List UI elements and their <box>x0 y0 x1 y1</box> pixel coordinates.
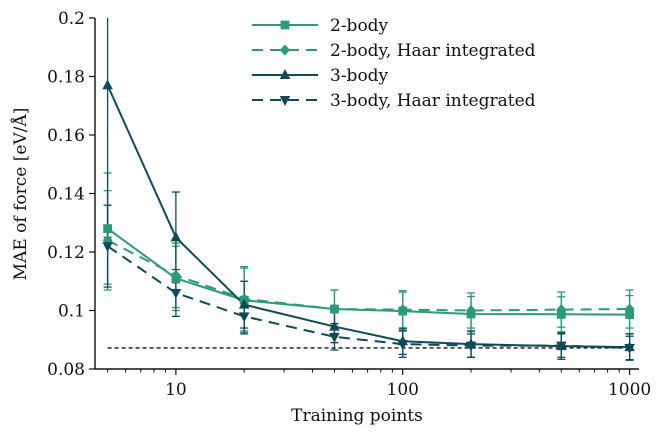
y-tick-label: 0.08 <box>47 360 85 380</box>
ticks-layer: 0.08 0.1 0.12 0.14 0.16 0.18 0.2 10 100 1000 <box>47 9 651 400</box>
2-body-haar-integrated-point <box>556 304 567 316</box>
series-lines-layer <box>106 84 630 349</box>
3-body-haar-integrated-point <box>102 242 113 252</box>
3-body-haar-integrated-point <box>170 288 182 299</box>
legend-3-body-haar-integrated-label: 3-body, Haar integrated <box>330 91 536 111</box>
legend-2-body-haar-integrated-label: 2-body, Haar integrated <box>330 41 536 61</box>
legend-3-body-marker <box>279 69 291 79</box>
3-body-point <box>238 298 250 309</box>
legend-3-body-label: 3-body <box>330 66 389 86</box>
legend-3-body-haar-integrated-marker <box>279 96 291 106</box>
3-body-point <box>329 320 340 331</box>
3-body-point <box>102 79 113 90</box>
3-body-haar-integrated-point <box>465 341 477 352</box>
markers-layer <box>102 79 635 354</box>
2-body-haar-integrated-point <box>329 303 340 315</box>
y-tick-label: 0.2 <box>58 9 85 29</box>
error-bars-layer <box>103 18 634 361</box>
2-body-line <box>107 227 630 316</box>
2-body-haar-integrated-point <box>397 304 408 316</box>
2-body-haar-integrated-line <box>107 239 630 312</box>
y-axis-label: MAE of force [eV/Å] <box>10 108 31 281</box>
2-body-haar-integrated-point <box>466 304 476 317</box>
3-body-line <box>106 84 630 349</box>
3-body-haar-integrated-point <box>397 340 409 350</box>
y-tick-label: 0.16 <box>47 126 85 146</box>
3-body-haar-integrated-point <box>329 332 340 343</box>
y-tick-label: 0.1 <box>58 302 85 322</box>
3-body-haar-integrated-point <box>556 341 567 352</box>
2-body-point <box>103 224 112 233</box>
3-body-haar-integrated-point <box>624 343 635 354</box>
legend-2-body-label: 2-body <box>330 16 389 36</box>
x-tick-label: 100 <box>387 380 419 400</box>
3-body-haar-integrated-line <box>107 245 630 349</box>
y-tick-label: 0.12 <box>47 243 85 263</box>
x-tick-label: 1000 <box>608 380 651 400</box>
legend-2-body-marker <box>280 20 290 30</box>
3-body-haar-integrated-point <box>238 312 250 323</box>
3-body-point <box>170 231 182 242</box>
legend-2-body-haar-integrated-marker <box>280 44 290 56</box>
x-axis-label: Training points <box>291 406 423 426</box>
y-tick-label: 0.18 <box>47 68 85 88</box>
2-body-haar-integrated-point <box>624 303 635 315</box>
2-body-haar-integrated-point <box>170 269 181 282</box>
y-tick-label: 0.14 <box>47 185 85 205</box>
x-tick-label: 10 <box>165 380 187 400</box>
legend: 2-body 2-body, Haar integrated 3-body 3-bod… <box>252 16 536 111</box>
